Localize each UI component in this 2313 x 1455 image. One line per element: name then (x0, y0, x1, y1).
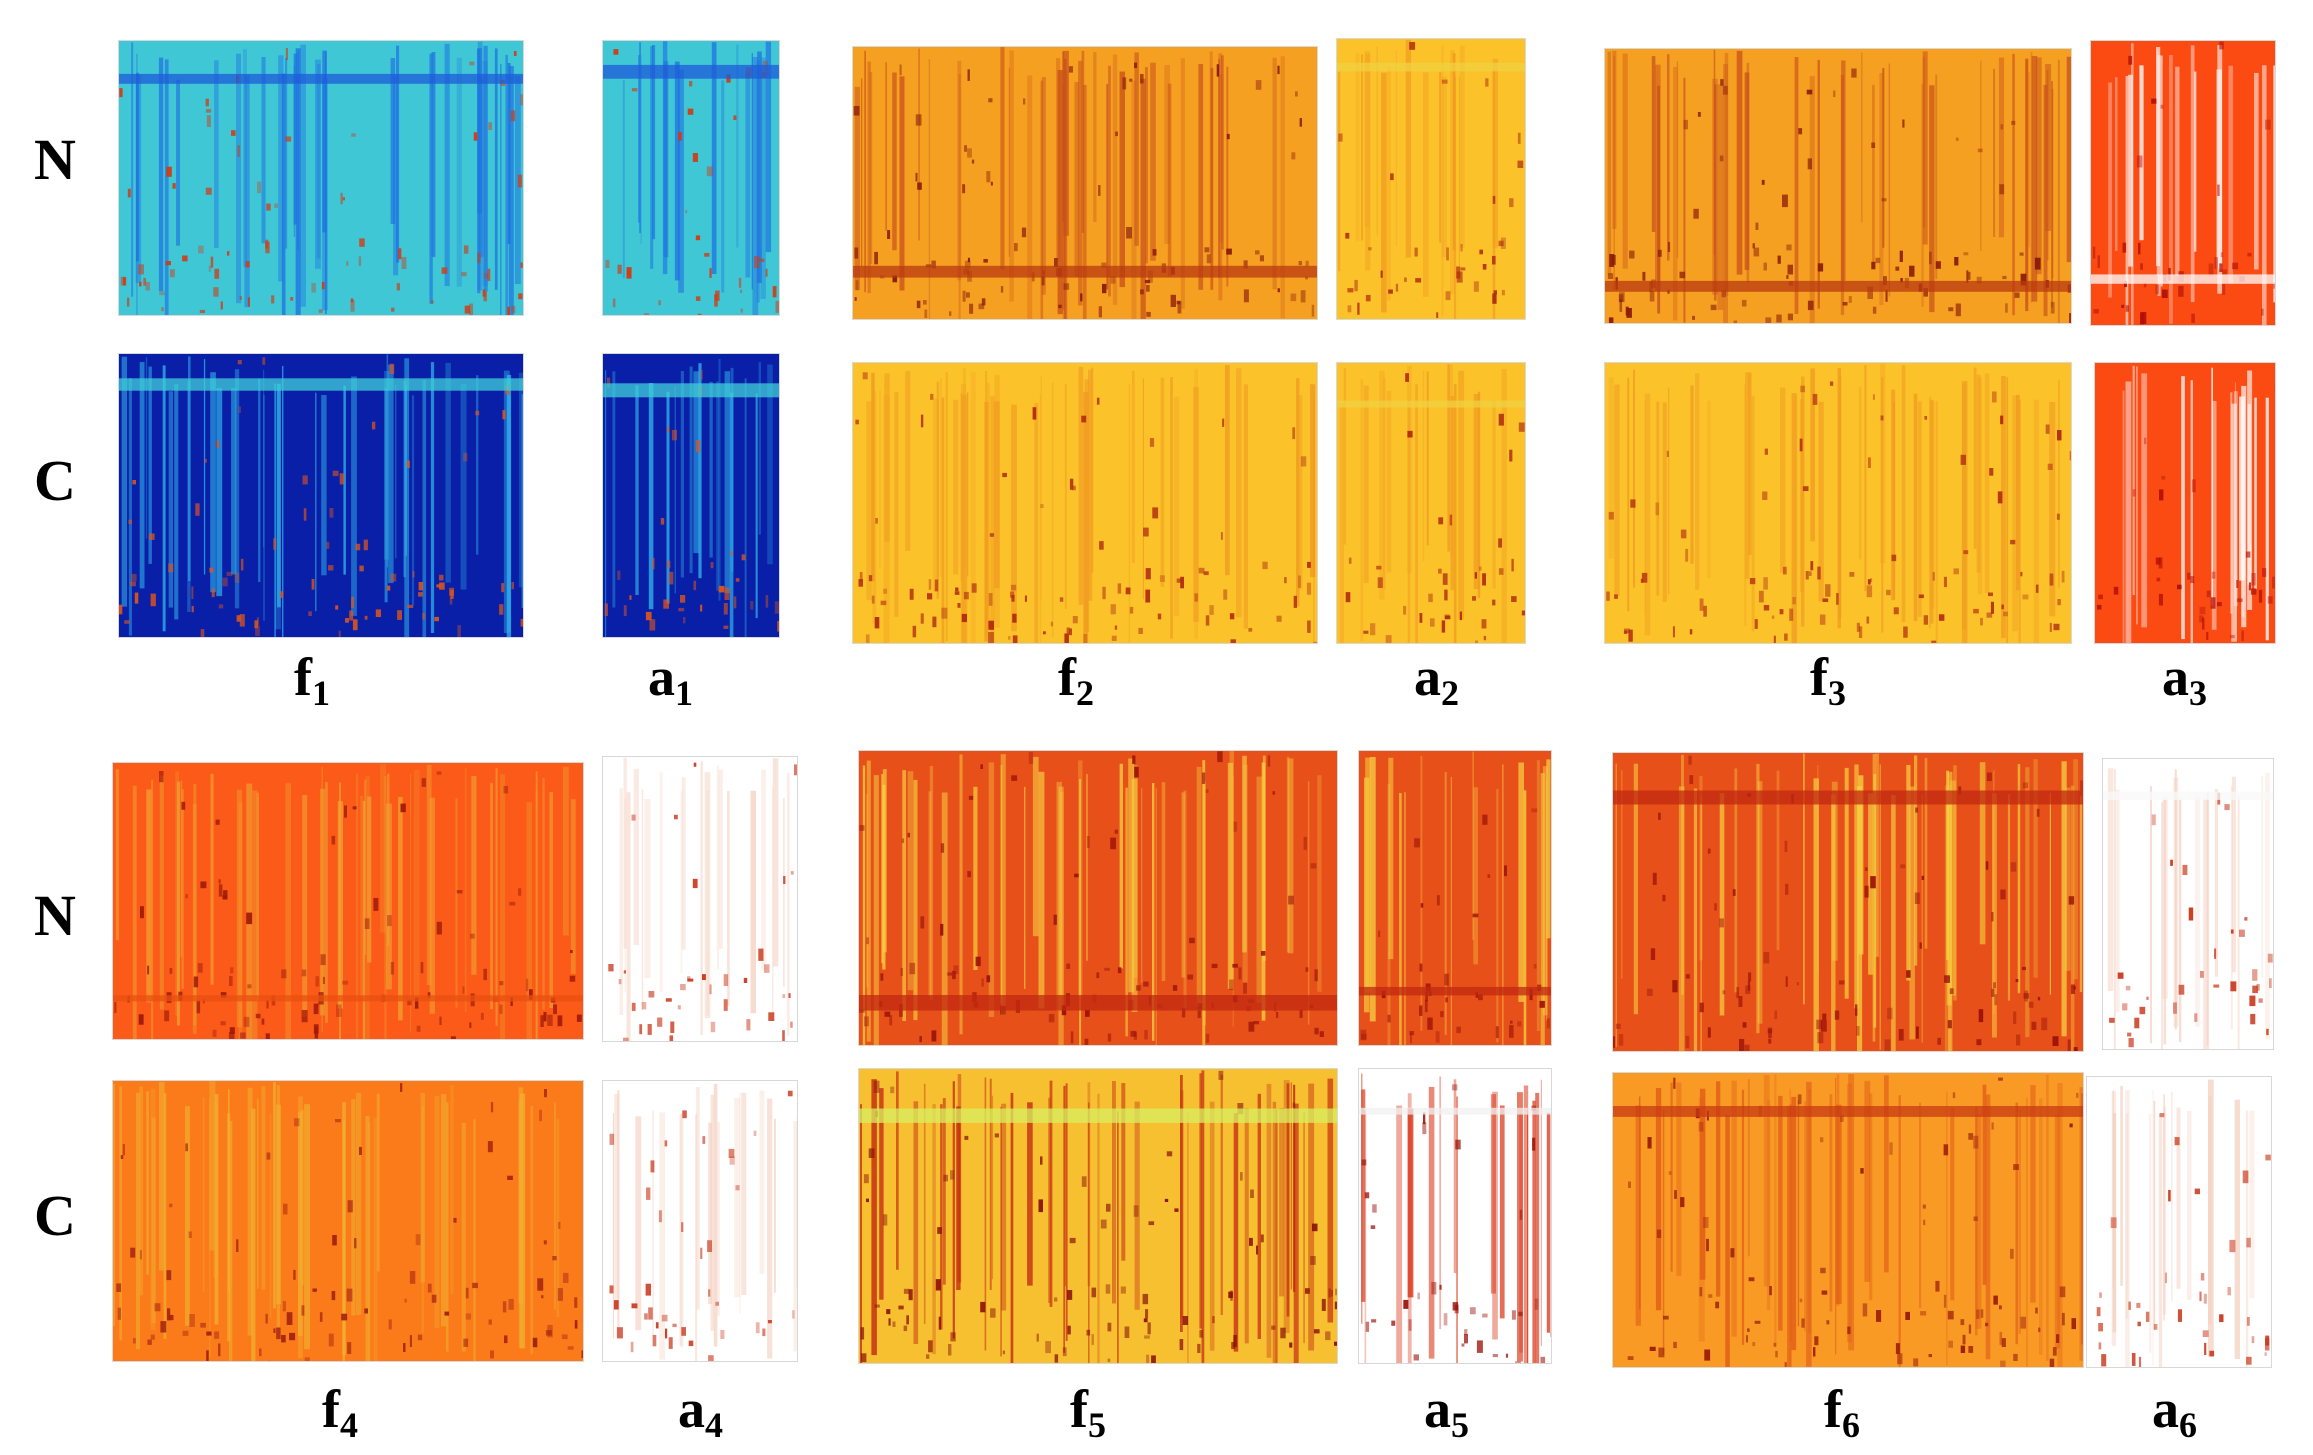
spectrogram-texture (2103, 768, 2273, 1049)
spectrogram-texture (1359, 751, 1551, 1045)
f1-noisy-spectrogram (118, 40, 524, 316)
a6-noisy-spectrogram (2102, 758, 2274, 1050)
spectrogram-texture (113, 764, 583, 1039)
f2-noisy-spectrogram (852, 46, 1318, 320)
spectrogram-texture (609, 1083, 797, 1361)
f5-clean-spectrogram (858, 1068, 1338, 1364)
spectrogram-texture (1613, 1074, 2083, 1367)
caption-a5: a5 (1424, 1379, 1469, 1445)
spectrogram-texture (2097, 365, 2275, 643)
spectrogram-texture (603, 359, 779, 637)
caption-f5: f5 (1070, 1379, 1106, 1445)
a6-clean-spectrogram (2086, 1076, 2272, 1368)
spectrogram-texture (855, 365, 1317, 643)
row-label-noisy-bottom: N (34, 883, 76, 948)
f3-clean-spectrogram (1604, 362, 2072, 644)
row-label-clean-bottom: C (34, 1183, 76, 1248)
spectrogram-texture (1613, 753, 2083, 1051)
caption-f6: f6 (1824, 1379, 1860, 1445)
a4-noisy-spectrogram (602, 756, 798, 1042)
caption-f1: f1 (294, 647, 330, 713)
f1-clean-spectrogram (118, 353, 524, 638)
a3-noisy-spectrogram (2090, 40, 2276, 326)
caption-a1: a1 (648, 647, 693, 713)
a5-clean-spectrogram (1358, 1068, 1552, 1364)
spectrogram-texture (1337, 39, 1525, 319)
a1-noisy-spectrogram (602, 40, 780, 316)
spectrogram-texture (1337, 364, 1525, 643)
spectrogram-texture (853, 47, 1317, 319)
spectrogram-texture (113, 1081, 583, 1361)
spectrogram-texture (1359, 1073, 1551, 1363)
f2-clean-spectrogram (852, 362, 1318, 644)
spectrogram-texture (2091, 41, 2275, 325)
caption-a2: a2 (1414, 647, 1459, 713)
a2-clean-spectrogram (1336, 362, 1526, 644)
caption-a3: a3 (2162, 647, 2207, 713)
caption-f3: f3 (1810, 647, 1846, 713)
spectrogram-texture (2096, 1079, 2271, 1367)
f3-noisy-spectrogram (1604, 48, 2072, 324)
f6-clean-spectrogram (1612, 1072, 2084, 1368)
row-label-clean-top: C (34, 448, 76, 513)
a2-noisy-spectrogram (1336, 38, 1526, 320)
spectrogram-texture (603, 41, 779, 315)
f6-noisy-spectrogram (1612, 752, 2084, 1052)
f5-noisy-spectrogram (858, 750, 1338, 1046)
a5-noisy-spectrogram (1358, 750, 1552, 1046)
caption-a4: a4 (678, 1379, 723, 1445)
spectrogram-texture (1605, 49, 2071, 323)
caption-a6: a6 (2152, 1379, 2197, 1445)
spectrogram-texture (859, 1070, 1337, 1363)
f4-clean-spectrogram (112, 1080, 584, 1362)
f4-noisy-spectrogram (112, 762, 584, 1040)
caption-f2: f2 (1058, 647, 1094, 713)
spectrogram-texture (119, 41, 523, 315)
a4-clean-spectrogram (602, 1080, 798, 1362)
spectrogram-texture (859, 751, 1337, 1045)
a1-clean-spectrogram (602, 353, 780, 638)
a3-clean-spectrogram (2094, 362, 2276, 644)
row-label-noisy-top: N (34, 127, 76, 192)
caption-f4: f4 (322, 1379, 358, 1445)
spectrogram-texture (1606, 363, 2071, 643)
spectrogram-texture (119, 354, 523, 637)
spectrogram-texture (608, 757, 797, 1041)
